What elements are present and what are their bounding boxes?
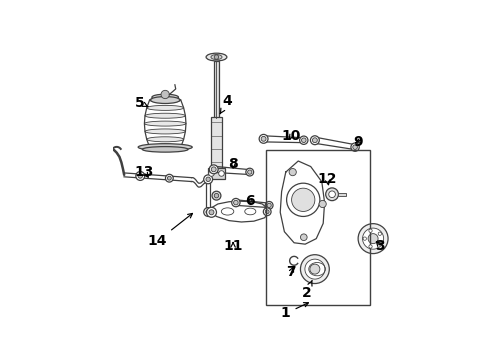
Circle shape bbox=[209, 171, 214, 176]
Circle shape bbox=[368, 234, 378, 244]
Ellipse shape bbox=[145, 129, 185, 134]
Ellipse shape bbox=[221, 208, 234, 215]
Circle shape bbox=[263, 208, 271, 216]
Circle shape bbox=[267, 203, 271, 207]
Text: 14: 14 bbox=[147, 213, 193, 248]
Ellipse shape bbox=[245, 208, 256, 215]
Circle shape bbox=[378, 242, 382, 245]
Ellipse shape bbox=[211, 55, 222, 59]
Circle shape bbox=[329, 191, 335, 198]
Circle shape bbox=[209, 210, 214, 215]
Circle shape bbox=[204, 175, 213, 184]
Ellipse shape bbox=[149, 145, 181, 150]
Text: 10: 10 bbox=[282, 129, 301, 143]
Ellipse shape bbox=[142, 147, 188, 152]
Circle shape bbox=[378, 232, 382, 235]
Bar bbox=[214, 61, 219, 118]
Text: 8: 8 bbox=[228, 157, 238, 171]
Circle shape bbox=[206, 207, 217, 217]
Circle shape bbox=[353, 145, 357, 149]
Circle shape bbox=[214, 193, 219, 198]
Circle shape bbox=[161, 90, 170, 99]
Text: 7: 7 bbox=[287, 265, 296, 279]
Bar bbox=[211, 117, 222, 168]
Circle shape bbox=[313, 138, 318, 143]
Circle shape bbox=[204, 208, 213, 216]
Text: 3: 3 bbox=[375, 239, 385, 253]
Circle shape bbox=[305, 259, 325, 279]
Circle shape bbox=[363, 228, 384, 249]
Circle shape bbox=[211, 167, 216, 172]
Circle shape bbox=[246, 168, 254, 176]
Circle shape bbox=[300, 255, 329, 284]
Circle shape bbox=[234, 200, 238, 205]
Circle shape bbox=[369, 245, 372, 248]
Circle shape bbox=[300, 234, 307, 240]
Circle shape bbox=[206, 177, 210, 181]
Circle shape bbox=[310, 264, 320, 274]
Circle shape bbox=[265, 210, 269, 214]
Ellipse shape bbox=[147, 105, 184, 111]
Text: 4: 4 bbox=[220, 94, 232, 114]
Circle shape bbox=[138, 174, 143, 178]
Bar bbox=[267, 150, 370, 305]
Ellipse shape bbox=[147, 137, 184, 142]
Circle shape bbox=[219, 171, 224, 176]
Circle shape bbox=[166, 174, 173, 182]
Text: 2: 2 bbox=[302, 280, 312, 300]
Circle shape bbox=[358, 224, 388, 253]
Circle shape bbox=[232, 198, 240, 207]
Circle shape bbox=[351, 143, 359, 151]
Circle shape bbox=[261, 136, 266, 141]
Bar bbox=[338, 193, 346, 196]
Ellipse shape bbox=[138, 144, 192, 150]
Text: 1: 1 bbox=[281, 303, 308, 320]
Bar bbox=[208, 168, 225, 179]
Circle shape bbox=[212, 191, 221, 200]
Circle shape bbox=[369, 229, 372, 233]
Ellipse shape bbox=[206, 53, 227, 61]
Circle shape bbox=[247, 170, 252, 174]
Ellipse shape bbox=[152, 94, 178, 100]
Ellipse shape bbox=[145, 113, 185, 118]
Circle shape bbox=[363, 237, 367, 240]
Circle shape bbox=[136, 172, 145, 180]
Circle shape bbox=[301, 138, 306, 143]
Text: 9: 9 bbox=[354, 135, 363, 149]
Circle shape bbox=[287, 183, 320, 216]
Text: 12: 12 bbox=[318, 172, 337, 186]
Text: 5: 5 bbox=[135, 96, 148, 110]
Ellipse shape bbox=[150, 96, 180, 103]
Circle shape bbox=[300, 136, 308, 144]
Circle shape bbox=[206, 210, 210, 214]
Circle shape bbox=[209, 165, 218, 174]
Circle shape bbox=[319, 201, 326, 208]
Circle shape bbox=[259, 134, 268, 143]
Circle shape bbox=[326, 188, 339, 201]
Circle shape bbox=[289, 168, 296, 176]
Text: 13: 13 bbox=[135, 165, 154, 179]
Circle shape bbox=[265, 202, 273, 209]
Ellipse shape bbox=[145, 121, 186, 126]
Text: 6: 6 bbox=[245, 194, 254, 208]
Ellipse shape bbox=[149, 98, 181, 103]
Circle shape bbox=[214, 55, 219, 59]
Circle shape bbox=[168, 176, 172, 180]
Text: 11: 11 bbox=[223, 239, 243, 253]
Circle shape bbox=[292, 188, 315, 211]
Circle shape bbox=[311, 136, 319, 145]
